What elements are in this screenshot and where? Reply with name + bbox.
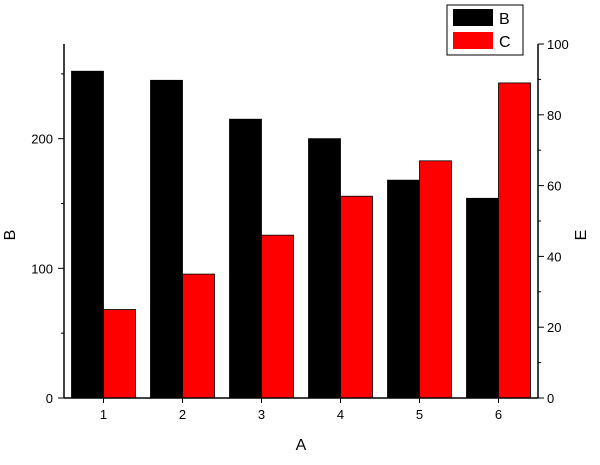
right-y-tick-label-80: 80 [547,108,561,123]
x-axis-title: A [296,437,307,454]
right-y-tick-label-60: 60 [547,179,561,194]
bar-b-1 [71,70,104,399]
legend-label-b: B [499,11,510,28]
legend-swatch-b [453,9,493,26]
right-y-tick-label-100: 100 [547,37,569,52]
bar-b-4 [308,138,341,399]
legend: B C [446,4,524,56]
bar-b-2 [150,79,183,399]
right-y-axis-title: E [573,230,590,241]
bar-c-6 [498,82,531,399]
left-y-tick-label-200: 200 [31,132,53,147]
bar-b-3 [229,118,262,399]
bar-c-3 [261,234,294,399]
x-tick-label-4: 4 [337,407,344,422]
x-tick-label-3: 3 [258,407,265,422]
bar-b-5 [387,179,420,399]
bar-c-5 [419,160,452,399]
bars-layer [71,70,531,399]
x-tick-label-1: 1 [100,407,107,422]
x-tick-label-5: 5 [416,407,423,422]
right-y-tick-label-40: 40 [547,249,561,264]
legend-swatch-c [453,32,493,49]
left-y-tick-label-0: 0 [46,391,53,406]
bar-b-6 [466,197,499,399]
legend-label-c: C [499,34,511,51]
x-tick-label-6: 6 [495,407,502,422]
left-y-axis-title: B [2,230,19,241]
bar-c-4 [340,195,373,399]
right-y-tick-label-20: 20 [547,320,561,335]
bar-c-1 [103,309,136,399]
bar-c-2 [182,273,215,399]
right-y-tick-label-0: 0 [547,391,554,406]
left-y-tick-label-100: 100 [31,261,53,276]
x-tick-label-2: 2 [179,407,186,422]
